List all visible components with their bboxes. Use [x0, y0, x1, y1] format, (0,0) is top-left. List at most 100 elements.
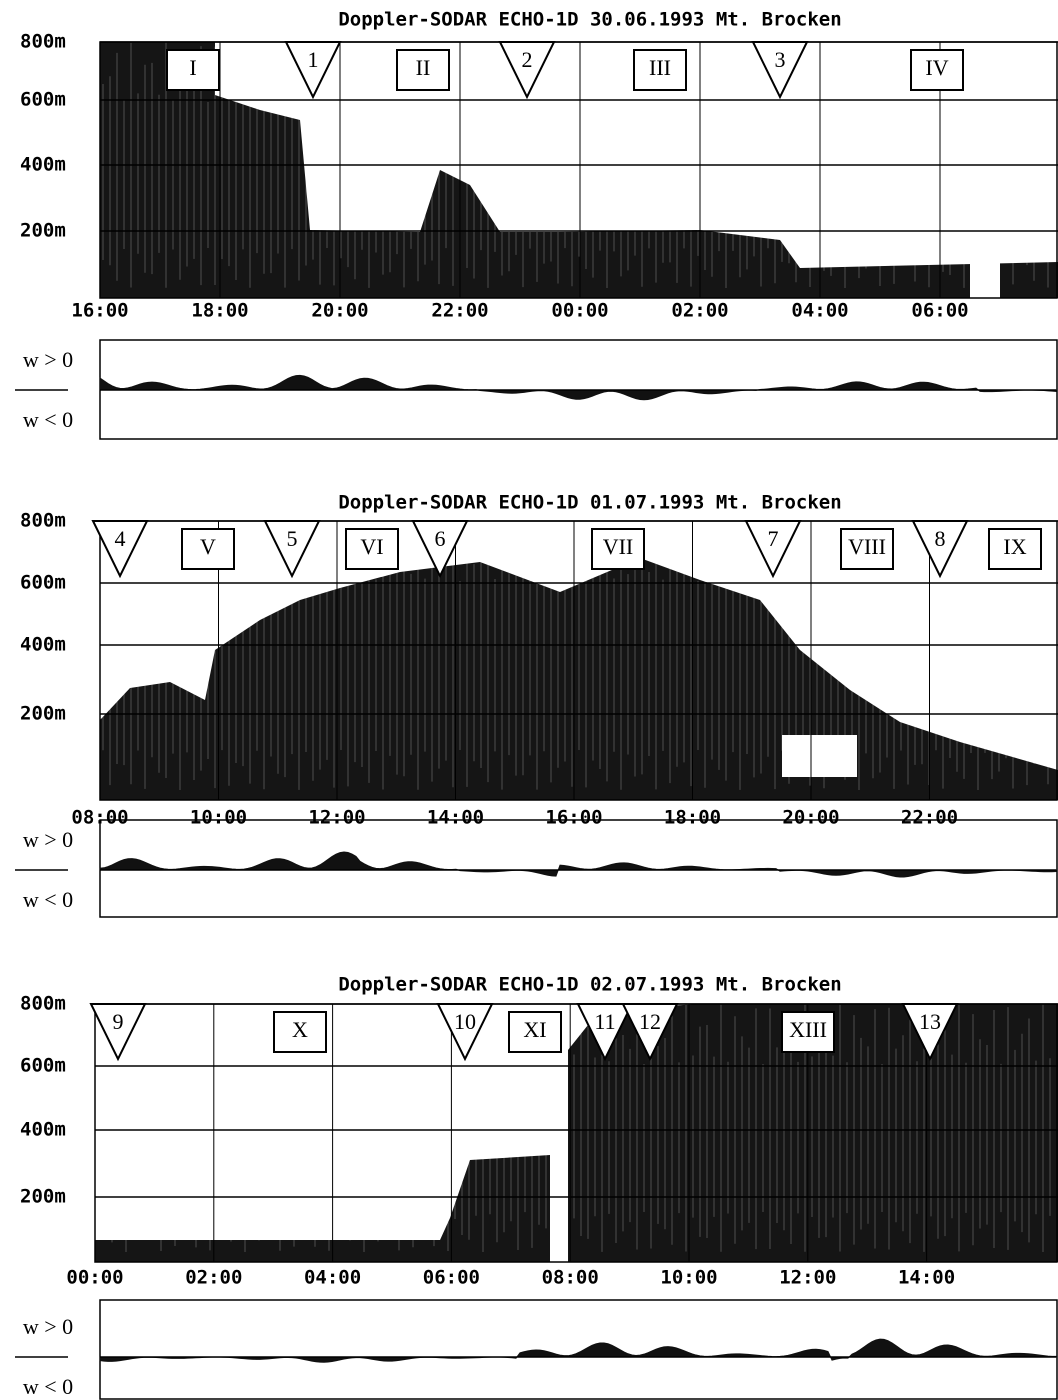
y-label: 200m	[20, 220, 66, 242]
x-label: 12:00	[308, 807, 365, 829]
marker-label: II	[416, 55, 431, 80]
x-label: 18:00	[664, 807, 721, 829]
event-triangle	[911, 520, 969, 579]
w-label: w < 0	[23, 887, 73, 912]
marker-label: IV	[925, 55, 948, 80]
marker-label: IX	[1003, 534, 1026, 559]
marker-label: III	[649, 55, 671, 80]
y-label: 200m	[20, 1186, 66, 1208]
w-trace	[99, 851, 1057, 878]
w-trace	[99, 374, 1057, 401]
period-box	[910, 49, 964, 91]
marker-label: XI	[523, 1017, 546, 1042]
echogram-frame	[99, 41, 1058, 299]
event-triangle	[89, 1003, 147, 1062]
x-label: 10:00	[660, 1267, 717, 1289]
event-triangle	[901, 1003, 959, 1062]
x-label: 22:00	[431, 300, 488, 322]
x-label: 20:00	[311, 300, 368, 322]
panel-title: Doppler-SODAR ECHO-1D 30.06.1993 Mt. Bro…	[338, 9, 841, 31]
x-label: 08:00	[71, 807, 128, 829]
y-label: 800m	[20, 510, 66, 532]
echo-region	[95, 1155, 550, 1262]
x-label: 06:00	[423, 1267, 480, 1289]
marker-label: 1	[308, 47, 319, 72]
marker-label: 11	[594, 1009, 615, 1034]
x-label: 04:00	[304, 1267, 361, 1289]
period-box	[633, 49, 687, 91]
echo-gap	[970, 250, 1000, 298]
echo-gap	[782, 735, 857, 777]
event-triangle	[284, 41, 342, 100]
period-box	[273, 1011, 327, 1053]
x-label: 16:00	[71, 300, 128, 322]
marker-label: 3	[775, 47, 786, 72]
y-label: 600m	[20, 89, 66, 111]
x-label: 10:00	[190, 807, 247, 829]
x-label: 16:00	[545, 807, 602, 829]
w-trace	[99, 1338, 1057, 1363]
x-label: 00:00	[551, 300, 608, 322]
marker-label: VIII	[848, 534, 886, 559]
x-label: 14:00	[427, 807, 484, 829]
echogram-frame	[94, 1003, 1058, 1263]
echogram-frame	[99, 520, 1058, 801]
y-label: 600m	[20, 572, 66, 594]
w-frame	[99, 1299, 1058, 1400]
marker-label: VII	[603, 534, 634, 559]
marker-label: 10	[454, 1009, 476, 1034]
y-label: 400m	[20, 154, 66, 176]
marker-label: I	[189, 55, 196, 80]
w-label: w < 0	[23, 1374, 73, 1399]
x-label: 02:00	[671, 300, 728, 322]
x-label: 06:00	[911, 300, 968, 322]
marker-label: V	[200, 534, 216, 559]
marker-label: 7	[768, 526, 779, 551]
marker-label: 4	[115, 526, 126, 551]
marker-label: 12	[639, 1009, 661, 1034]
event-triangle	[91, 520, 149, 579]
y-label: 800m	[20, 31, 66, 53]
y-label: 400m	[20, 1119, 66, 1141]
period-box	[345, 528, 399, 570]
period-box	[781, 1011, 835, 1053]
panel-title: Doppler-SODAR ECHO-1D 01.07.1993 Mt. Bro…	[338, 492, 841, 514]
marker-label: 13	[919, 1009, 941, 1034]
y-label: 400m	[20, 634, 66, 656]
period-box	[396, 49, 450, 91]
w-label: w > 0	[23, 1314, 73, 1339]
marker-label: XIII	[789, 1017, 827, 1042]
event-triangle	[436, 1003, 494, 1062]
event-triangle	[744, 520, 802, 579]
period-box	[591, 528, 645, 570]
x-label: 08:00	[542, 1267, 599, 1289]
x-label: 04:00	[791, 300, 848, 322]
period-box	[166, 49, 220, 91]
w-label: w > 0	[23, 347, 73, 372]
marker-label: X	[292, 1017, 308, 1042]
event-triangle	[576, 1003, 634, 1062]
x-label: 22:00	[901, 807, 958, 829]
x-label: 20:00	[782, 807, 839, 829]
x-label: 02:00	[185, 1267, 242, 1289]
marker-label: 8	[935, 526, 946, 551]
panel-title: Doppler-SODAR ECHO-1D 02.07.1993 Mt. Bro…	[338, 974, 841, 996]
y-label: 800m	[20, 993, 66, 1015]
x-label: 18:00	[191, 300, 248, 322]
w-label: w < 0	[23, 407, 73, 432]
period-box	[181, 528, 235, 570]
event-triangle	[751, 41, 809, 100]
w-label: w > 0	[23, 827, 73, 852]
period-box	[988, 528, 1042, 570]
marker-label: 2	[522, 47, 533, 72]
y-label: 600m	[20, 1055, 66, 1077]
marker-label: 6	[435, 526, 446, 551]
x-label: 00:00	[66, 1267, 123, 1289]
y-label: 200m	[20, 703, 66, 725]
period-box	[508, 1011, 562, 1053]
event-triangle	[621, 1003, 679, 1062]
marker-label: VI	[360, 534, 383, 559]
event-triangle	[411, 520, 469, 579]
period-box	[840, 528, 894, 570]
